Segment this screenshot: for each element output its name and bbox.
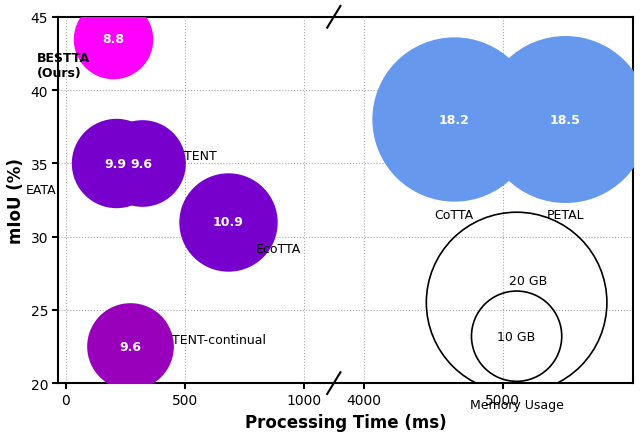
Text: 10 GB: 10 GB xyxy=(497,330,536,343)
Text: 10.9: 10.9 xyxy=(212,216,243,229)
Text: 18.2: 18.2 xyxy=(438,113,470,127)
Text: 9.6: 9.6 xyxy=(131,157,153,170)
Point xyxy=(511,333,522,340)
Point xyxy=(560,117,570,124)
Text: EcoTTA: EcoTTA xyxy=(255,242,301,255)
Text: 20 GB: 20 GB xyxy=(509,274,548,287)
Text: CoTTA: CoTTA xyxy=(435,208,474,222)
Text: Memory Usage: Memory Usage xyxy=(470,398,564,411)
Text: 8.8: 8.8 xyxy=(102,33,124,46)
Point xyxy=(125,343,135,350)
Text: TENT: TENT xyxy=(184,150,216,163)
Y-axis label: mIoU (%): mIoU (%) xyxy=(7,158,25,243)
Point xyxy=(449,117,459,124)
Point xyxy=(223,219,233,226)
Text: 9.9: 9.9 xyxy=(105,157,127,170)
Text: TENT-continual: TENT-continual xyxy=(172,333,266,346)
X-axis label: Processing Time (ms): Processing Time (ms) xyxy=(245,413,447,431)
Point xyxy=(111,160,121,167)
Point xyxy=(108,36,118,43)
Text: 9.6: 9.6 xyxy=(119,340,141,353)
Point xyxy=(511,299,522,306)
Text: EATA: EATA xyxy=(26,184,56,197)
Point xyxy=(137,160,147,167)
Text: 18.5: 18.5 xyxy=(550,113,580,127)
Text: PETAL: PETAL xyxy=(547,208,584,222)
Text: BESTTA
(Ours): BESTTA (Ours) xyxy=(37,52,90,80)
